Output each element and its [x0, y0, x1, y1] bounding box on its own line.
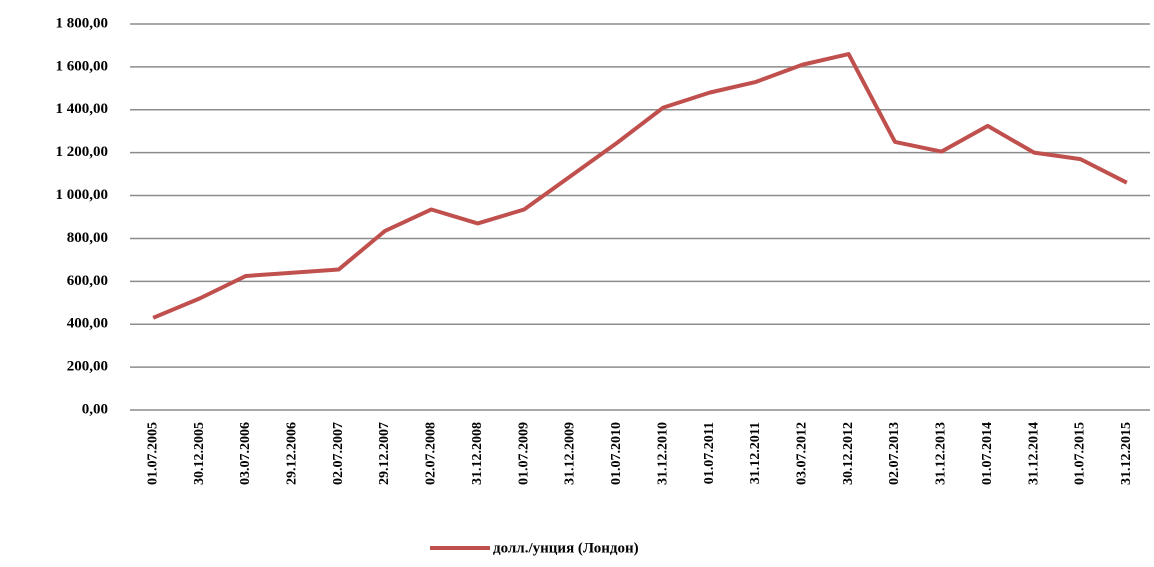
- y-tick-label: 1 800,00: [56, 15, 109, 31]
- x-tick-label: 03.07.2012: [794, 422, 809, 485]
- x-tick-label: 31.12.2009: [563, 422, 578, 485]
- y-tick-label: 600,00: [67, 273, 108, 289]
- y-tick-label: 200,00: [67, 359, 108, 375]
- x-tick-label: 31.12.2010: [655, 422, 670, 485]
- x-tick-label: 01.07.2014: [980, 422, 995, 485]
- y-tick-label: 400,00: [67, 316, 108, 332]
- x-tick-label: 01.07.2015: [1073, 422, 1088, 485]
- x-tick-label: 01.07.2005: [145, 422, 160, 485]
- x-tick-label: 01.07.2010: [609, 422, 624, 485]
- x-tick-label: 31.12.2008: [470, 422, 485, 485]
- y-tick-label: 1 000,00: [56, 187, 109, 203]
- x-tick-label: 03.07.2006: [238, 422, 253, 485]
- x-tick-label: 31.12.2013: [934, 422, 949, 485]
- x-tick-label: 02.07.2008: [424, 422, 439, 485]
- legend-label: долл./унция (Лондон): [493, 540, 639, 556]
- y-tick-label: 1 200,00: [56, 144, 109, 160]
- x-tick-label: 29.12.2006: [284, 422, 299, 485]
- y-tick-label: 1 400,00: [56, 101, 109, 117]
- x-tick-label: 02.07.2013: [887, 422, 902, 485]
- x-tick-label: 30.12.2012: [841, 422, 856, 485]
- x-tick-label: 30.12.2005: [192, 422, 207, 485]
- x-tick-label: 01.07.2009: [516, 422, 531, 485]
- x-tick-label: 31.12.2011: [748, 422, 763, 484]
- y-tick-label: 0,00: [82, 401, 108, 417]
- series-line: [152, 52, 1128, 320]
- x-tick-label: 31.12.2014: [1026, 422, 1041, 485]
- x-tick-label: 01.07.2011: [702, 422, 717, 484]
- y-tick-label: 1 600,00: [56, 58, 109, 74]
- y-tick-label: 800,00: [67, 230, 108, 246]
- x-tick-label: 02.07.2007: [331, 422, 346, 485]
- x-tick-label: 31.12.2015: [1119, 422, 1134, 485]
- x-tick-label: 29.12.2007: [377, 422, 392, 485]
